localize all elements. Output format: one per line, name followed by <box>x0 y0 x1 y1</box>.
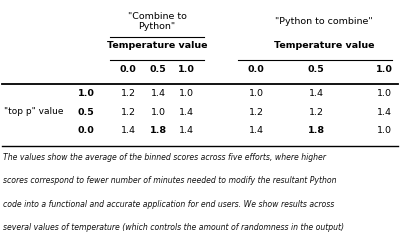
Text: 1.4: 1.4 <box>178 126 194 135</box>
Text: 1.0: 1.0 <box>376 65 392 74</box>
Text: scores correspond to fewer number of minutes needed to modify the resultant Pyth: scores correspond to fewer number of min… <box>3 176 337 185</box>
Text: "top p" value: "top p" value <box>4 108 64 116</box>
Text: 1.4: 1.4 <box>308 89 324 98</box>
Text: 1.0: 1.0 <box>376 89 392 98</box>
Text: 1.0: 1.0 <box>248 89 264 98</box>
Text: 1.4: 1.4 <box>120 126 136 135</box>
Text: The values show the average of the binned scores across five efforts, where high: The values show the average of the binne… <box>3 153 326 162</box>
Text: 1.2: 1.2 <box>120 89 136 98</box>
Text: 0.5: 0.5 <box>78 108 94 117</box>
Text: 0.0: 0.0 <box>120 65 136 74</box>
Text: several values of temperature (which controls the amount of randomness in the ou: several values of temperature (which con… <box>3 223 344 232</box>
Text: 1.2: 1.2 <box>120 108 136 117</box>
Text: code into a functional and accurate application for end users. We show results a: code into a functional and accurate appl… <box>3 200 334 209</box>
Text: 1.4: 1.4 <box>376 108 392 117</box>
Text: 1.2: 1.2 <box>248 108 264 117</box>
Text: 1.0: 1.0 <box>78 89 94 98</box>
Text: 0.5: 0.5 <box>308 65 324 74</box>
Text: 1.4: 1.4 <box>178 108 194 117</box>
Text: 1.8: 1.8 <box>308 126 324 135</box>
Text: "Python to combine": "Python to combine" <box>275 17 373 26</box>
Text: 1.0: 1.0 <box>178 65 194 74</box>
Text: 1.4: 1.4 <box>150 89 166 98</box>
Text: 1.0: 1.0 <box>376 126 392 135</box>
Text: 0.0: 0.0 <box>78 126 94 135</box>
Text: 1.2: 1.2 <box>308 108 324 117</box>
Text: 1.0: 1.0 <box>150 108 166 117</box>
Text: 1.0: 1.0 <box>178 89 194 98</box>
Text: 1.8: 1.8 <box>150 126 166 135</box>
Text: 0.5: 0.5 <box>150 65 166 74</box>
Text: Temperature value: Temperature value <box>274 41 374 50</box>
Text: "Combine to
Python": "Combine to Python" <box>128 12 186 31</box>
Text: 0.0: 0.0 <box>248 65 264 74</box>
Text: Temperature value: Temperature value <box>107 41 207 50</box>
Text: 1.4: 1.4 <box>248 126 264 135</box>
